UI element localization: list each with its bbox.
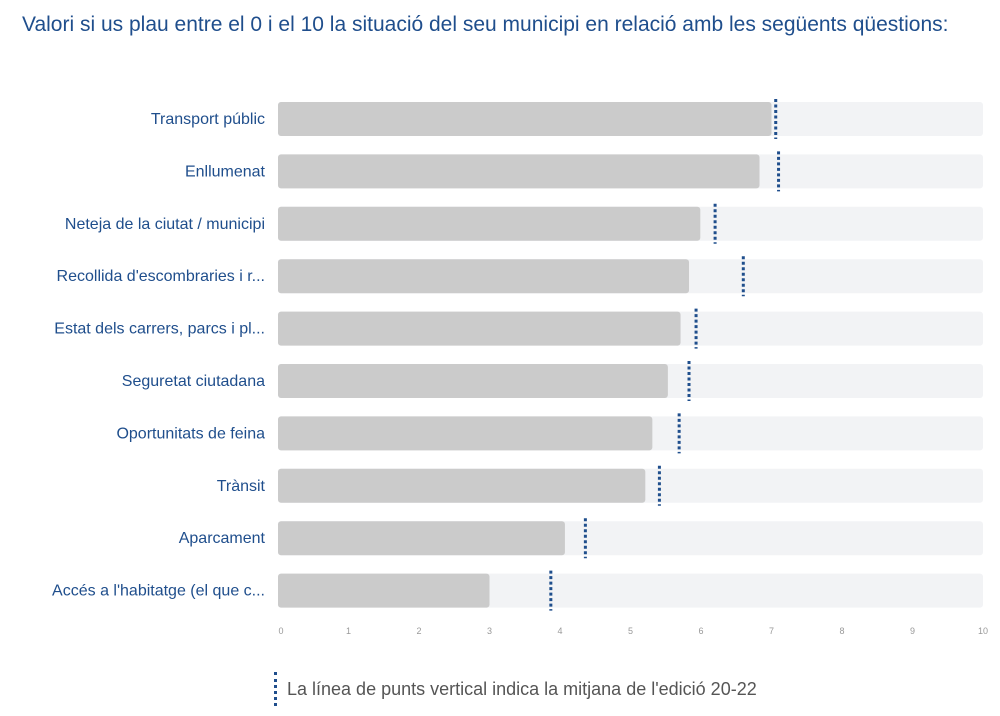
x-tick-label: 9 xyxy=(910,626,915,636)
x-tick-label: 2 xyxy=(416,626,421,636)
bar xyxy=(278,206,701,241)
category-label: Recollida d'escombraries i r... xyxy=(57,268,265,285)
x-tick-label: 4 xyxy=(557,626,562,636)
bar xyxy=(278,102,772,136)
chart-title: Valori si us plau entre el 0 i el 10 la … xyxy=(22,13,949,36)
x-tick-label: 7 xyxy=(769,626,774,636)
x-tick-label: 3 xyxy=(487,626,492,636)
x-tick-label: 8 xyxy=(839,626,844,636)
legend: La línea de punts vertical indica la mit… xyxy=(274,672,757,706)
legend-dotted-line-icon xyxy=(274,672,277,706)
category-label: Accés a l'habitatge (el que c... xyxy=(52,583,265,600)
category-label: Enllumenat xyxy=(185,163,266,180)
category-label: Estat dels carrers, parcs i pl... xyxy=(54,321,265,338)
x-tick-label: 5 xyxy=(628,626,633,636)
category-label: Neteja de la ciutat / municipi xyxy=(65,216,265,233)
bar xyxy=(278,468,646,503)
bar xyxy=(278,521,565,556)
category-label: Seguretat ciutadana xyxy=(122,373,265,390)
bar xyxy=(278,364,668,398)
bar xyxy=(278,154,760,189)
bar xyxy=(278,311,681,346)
x-tick-label: 1 xyxy=(346,626,351,636)
category-label: Trànsit xyxy=(217,478,266,495)
x-tick-label: 10 xyxy=(978,626,988,636)
x-tick-label: 6 xyxy=(698,626,703,636)
legend-text: La línea de punts vertical indica la mit… xyxy=(287,678,757,699)
category-label: Aparcament xyxy=(179,530,266,547)
bar xyxy=(278,259,690,294)
category-label: Oportunitats de feina xyxy=(116,425,265,442)
category-label: Transport públic xyxy=(151,111,265,128)
bar xyxy=(278,416,653,451)
bar xyxy=(278,573,490,608)
x-tick-label: 0 xyxy=(278,626,283,636)
